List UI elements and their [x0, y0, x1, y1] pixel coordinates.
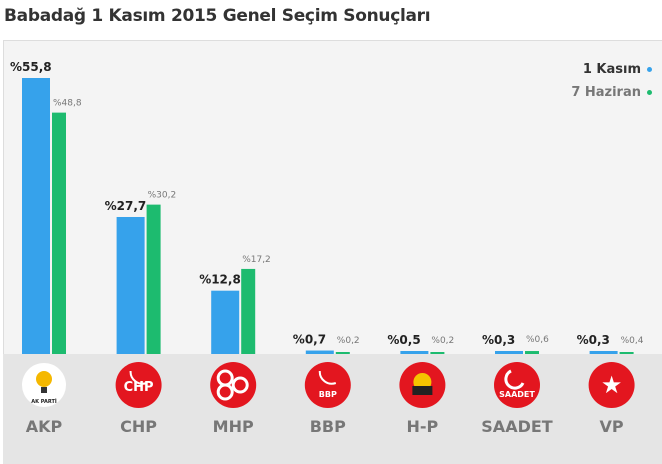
bar-chart: %55,8 %48,8 AK PARTİ AKP %27,7%30,2 CHP CHP %12… — [10, 60, 644, 436]
star-icon: ★ — [601, 371, 623, 399]
bar-kasim-H-P — [400, 351, 429, 354]
bar-haziran-H-P — [430, 352, 445, 354]
value-label-haziran: %0,6 — [526, 335, 549, 345]
party-logo-VP — [588, 362, 635, 408]
bar-kasim-MHP — [211, 290, 240, 354]
legend-item-kasim: 1 Kasım — [571, 62, 652, 77]
value-label-kasim: %12,8 — [199, 273, 241, 287]
legend-dot-haziran — [647, 90, 652, 95]
logo-text: AK PARTİ — [31, 398, 57, 405]
party-label-H-P: H-P — [407, 417, 439, 436]
value-label-haziran: %48,8 — [53, 99, 82, 109]
value-label-haziran: %17,2 — [242, 255, 271, 265]
party-logo-SAADET — [494, 362, 540, 408]
party-label-AKP: AKP — [26, 417, 63, 436]
party-logo-BBP — [304, 362, 351, 408]
bulb-icon — [36, 371, 52, 387]
logo-text: BBP — [319, 390, 337, 399]
party-label-VP: VP — [600, 417, 624, 436]
crescent-icon — [504, 369, 525, 390]
bar-haziran-VP — [619, 352, 634, 354]
party-label-BBP: BBP — [310, 417, 346, 436]
bar-kasim-SAADET — [495, 351, 523, 354]
party-logo-CHP — [115, 362, 162, 408]
bulb-base-icon — [41, 387, 47, 393]
people-icon — [412, 386, 433, 395]
value-label-haziran: %0,4 — [621, 336, 644, 346]
legend-dot-kasim — [647, 67, 652, 72]
legend: 1 Kasım 7 Haziran — [571, 62, 652, 108]
party-label-MHP: MHP — [213, 417, 254, 436]
value-label-kasim: %0,3 — [577, 333, 610, 347]
crescent-icon — [216, 383, 234, 401]
crescent-icon — [231, 376, 249, 394]
logo-text: SAADET — [499, 390, 535, 399]
bar-kasim-BBP — [305, 350, 334, 354]
value-label-haziran: %0,2 — [431, 336, 454, 346]
bar-haziran-SAADET — [525, 351, 539, 354]
emblem-icon — [318, 370, 337, 385]
bar-haziran-BBP — [335, 352, 350, 354]
value-label-kasim: %0,3 — [482, 333, 515, 347]
emblem-icon — [129, 370, 147, 385]
bar-haziran-AKP — [52, 112, 66, 354]
bar-haziran-MHP — [241, 268, 256, 354]
value-label-kasim: %0,5 — [387, 333, 420, 347]
page-title: Babadağ 1 Kasım 2015 Genel Seçim Sonuçla… — [4, 6, 431, 26]
bar-kasim-AKP — [22, 78, 50, 354]
bar-kasim-VP — [589, 351, 618, 354]
value-label-haziran: %0,2 — [337, 336, 360, 346]
legend-item-haziran: 7 Haziran — [571, 85, 652, 100]
bar-kasim-CHP — [116, 216, 145, 354]
value-label-haziran: %30,2 — [148, 191, 177, 201]
value-label-kasim: %55,8 — [10, 60, 52, 74]
party-label-CHP: CHP — [120, 417, 157, 436]
value-label-kasim: %0,7 — [293, 333, 326, 347]
logo-text: CHP — [124, 380, 154, 395]
bar-haziran-CHP — [146, 204, 161, 354]
party-label-SAADET: SAADET — [481, 417, 553, 436]
value-label-kasim: %27,7 — [105, 199, 147, 213]
